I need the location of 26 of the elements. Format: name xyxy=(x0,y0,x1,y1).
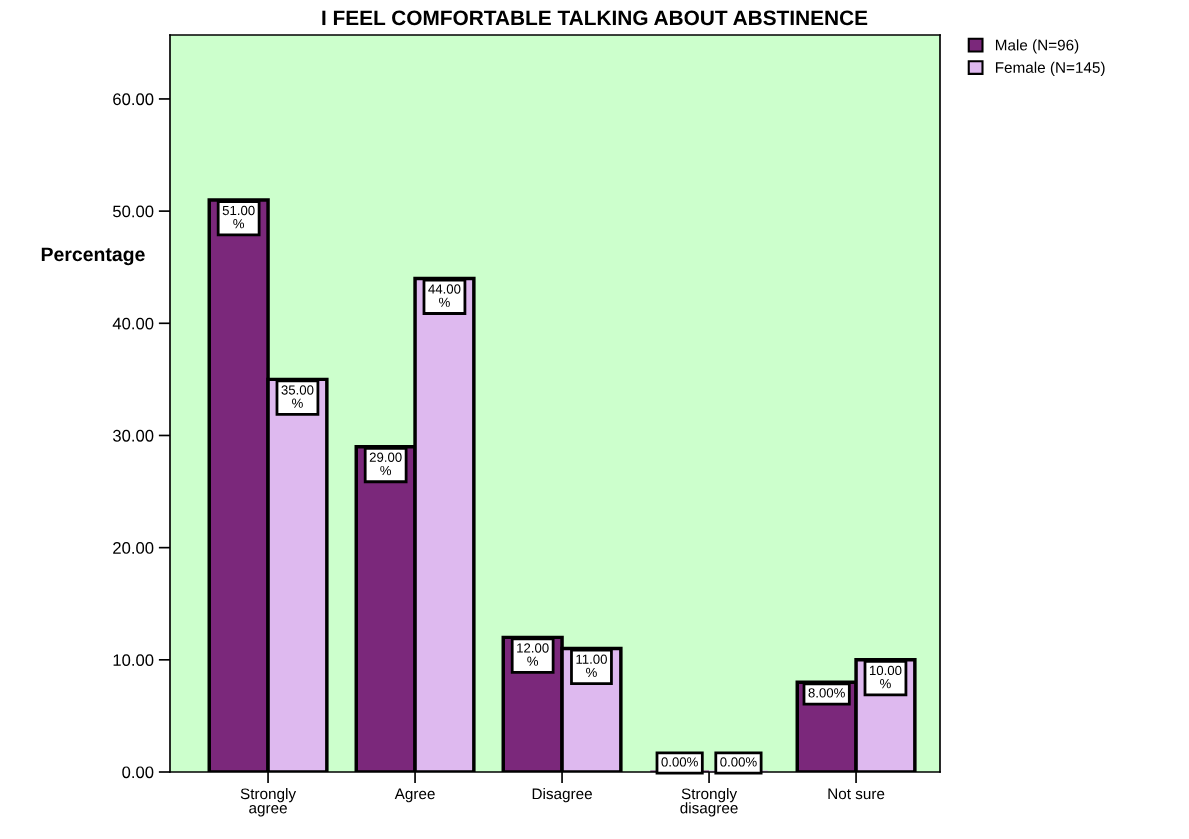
x-tick-label: Strongly agree xyxy=(240,787,297,817)
y-tick-label: 0.00 xyxy=(122,766,154,779)
y-tick-label: 20.00 xyxy=(113,542,154,554)
y-tick-label: 40.00 xyxy=(112,317,154,330)
y-tick-label: 30.00 xyxy=(112,429,154,442)
data-label: 35.00 % xyxy=(281,385,314,408)
data-label: 11.00 % xyxy=(576,654,607,678)
legend-label: Female (N=145) xyxy=(995,61,1105,76)
y-tick-label: 60.00 xyxy=(113,93,154,106)
x-tick-label: Strongly disagree xyxy=(680,787,738,817)
x-tick-label: Agree xyxy=(394,788,435,803)
x-tick-label: Not sure xyxy=(828,788,885,800)
data-label: 51.00 % xyxy=(222,205,255,229)
data-label: 0.00% xyxy=(720,757,757,767)
data-label: 12.00 % xyxy=(517,643,549,666)
data-label: 8.00% xyxy=(808,688,845,698)
x-tick-label: Disagree xyxy=(532,787,592,803)
chart-title: I FEEL COMFORTABLE TALKING ABOUT ABSTINENCE xyxy=(322,10,868,26)
legend-label: Male (N=96) xyxy=(995,39,1079,54)
data-label: 0.00% xyxy=(661,757,698,767)
y-tick-label: 10.00 xyxy=(113,654,154,667)
data-label: 29.00 % xyxy=(369,452,402,476)
y-axis-title: Percentage xyxy=(41,247,145,266)
data-label: 10.00 % xyxy=(869,665,902,689)
y-tick-label: 50.00 xyxy=(112,205,154,218)
data-label: 44.00 % xyxy=(428,284,461,307)
